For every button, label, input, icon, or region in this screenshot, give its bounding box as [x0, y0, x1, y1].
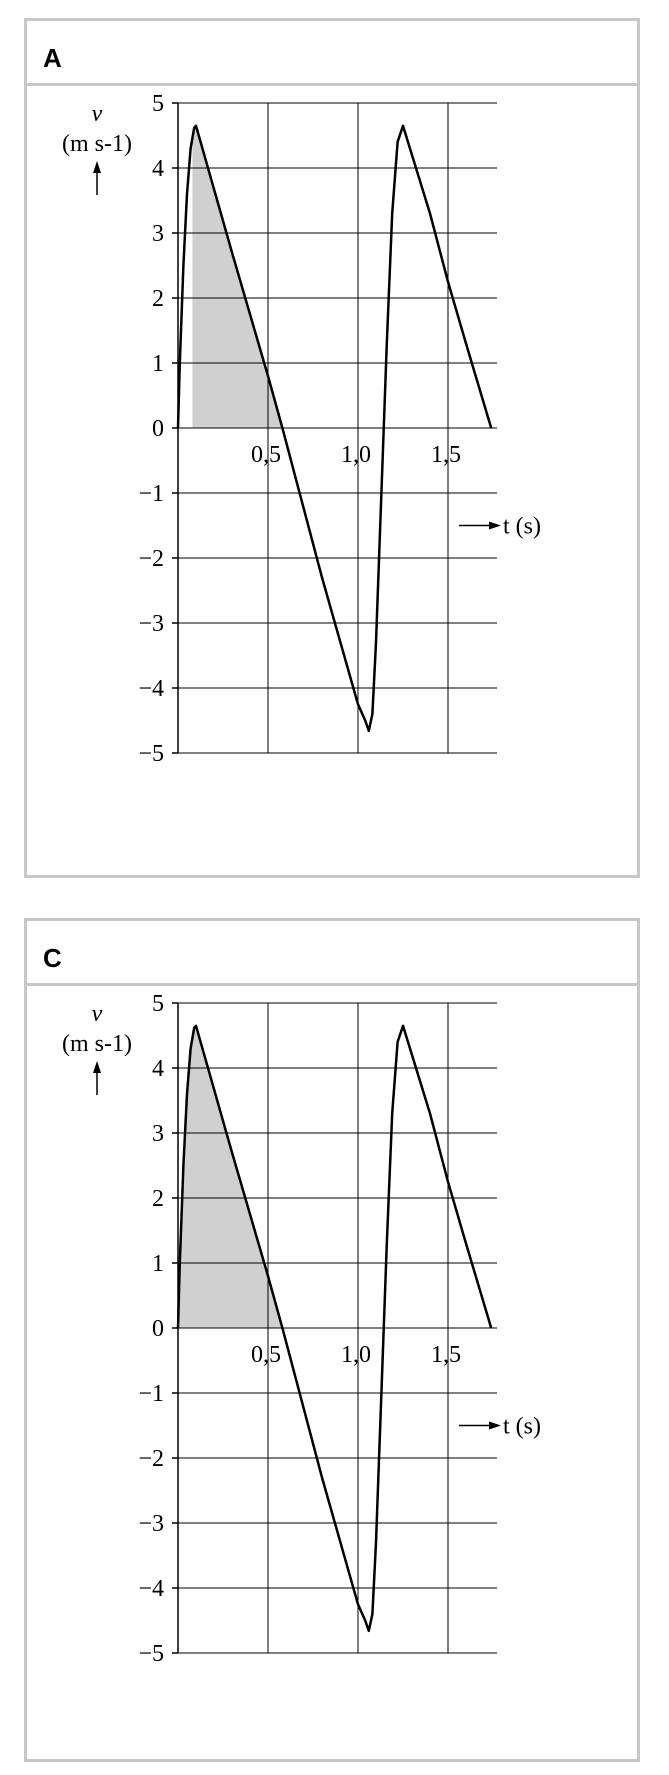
y-tick-label: 0 [152, 416, 164, 442]
x-tick-label: 1,5 [431, 1342, 461, 1368]
x-tick-label: 0,5 [251, 442, 281, 468]
y-tick-label: 5 [152, 91, 164, 117]
velocity-series-line [176, 124, 493, 733]
y-tick-label: −3 [138, 611, 164, 637]
y-tick-label: 2 [152, 1186, 164, 1212]
x-arrow-head [489, 1421, 501, 1430]
y-tick-label: −5 [138, 1641, 164, 1667]
y-tick-label: −2 [138, 1446, 164, 1472]
chart-panel-c: C 5 4 3 2 1 0 −1 −2 −3 −4 −5 0,5 1,0 1,5 v (m s-1) t (s) [24, 918, 640, 1762]
y-tick-label: −2 [138, 546, 164, 572]
x-tick-label: 0,5 [251, 1342, 281, 1368]
y-axis-label: v [92, 101, 103, 127]
velocity-series-line [176, 1024, 493, 1633]
y-tick-label: −3 [138, 1511, 164, 1537]
y-tick-label: 4 [152, 1056, 164, 1082]
y-axis-unit: (m s-1) [62, 131, 132, 157]
velocity-time-chart-a: 5 4 3 2 1 0 −1 −2 −3 −4 −5 0,5 1,0 1,5 v (m s-1) t (s) [62, 91, 541, 767]
y-tick-label: 5 [152, 991, 164, 1017]
y-tick-label: 1 [152, 351, 164, 377]
y-tick-label: −1 [138, 481, 164, 507]
x-arrow-head [489, 521, 501, 530]
x-tick-label: 1,0 [341, 442, 371, 468]
panel-header: C [27, 921, 637, 986]
y-tick-label: 1 [152, 1251, 164, 1277]
panel-header: A [27, 21, 637, 86]
panel-label: A [43, 43, 62, 73]
x-tick-label: 1,0 [341, 1342, 371, 1368]
y-tick-label: 3 [152, 1121, 164, 1147]
y-tick-label: 2 [152, 286, 164, 312]
y-tick-label: −1 [138, 1381, 164, 1407]
y-tick-label: 4 [152, 156, 164, 182]
y-arrow-head [93, 1061, 101, 1073]
x-axis-label: t (s) [503, 1414, 541, 1440]
x-axis-label: t (s) [503, 514, 541, 540]
y-axis-label: v [92, 1001, 103, 1027]
chart-panel-a: A 5 4 3 2 1 0 −1 −2 −3 −4 −5 0,5 1,0 1,5 v (m s-1) t (s) [24, 18, 640, 878]
velocity-time-chart-c: 5 4 3 2 1 0 −1 −2 −3 −4 −5 0,5 1,0 1,5 v (m s-1) t (s) [62, 991, 541, 1667]
y-axis-unit: (m s-1) [62, 1031, 132, 1057]
y-tick-label: −5 [138, 741, 164, 767]
y-arrow-head [93, 161, 101, 173]
panel-label: C [43, 943, 62, 973]
shaded-area [178, 1025, 283, 1328]
y-tick-label: 3 [152, 221, 164, 247]
y-tick-label: −4 [138, 676, 164, 702]
y-tick-label: −4 [138, 1576, 164, 1602]
x-tick-label: 1,5 [431, 442, 461, 468]
y-tick-label: 0 [152, 1316, 164, 1342]
